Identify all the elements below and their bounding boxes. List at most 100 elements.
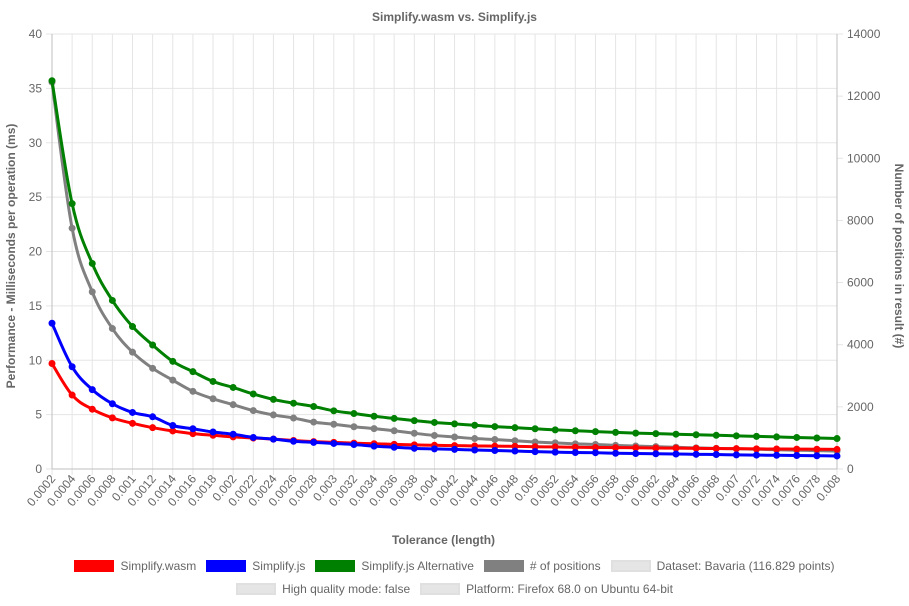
data-point-simplify-js-alternative bbox=[531, 425, 539, 433]
data-point-simplify-js-alternative bbox=[350, 410, 358, 418]
left-axis-title: Performance - Milliseconds per operation… bbox=[4, 124, 18, 389]
legend-swatch-simplify-js-alternative bbox=[315, 560, 356, 572]
y-right-tick-label: 10000 bbox=[847, 151, 881, 165]
data-point-of-positions bbox=[410, 429, 418, 437]
legend-row-1: Simplify.wasm Simplify.js Simplify.js Al… bbox=[0, 559, 909, 573]
data-point-of-positions bbox=[269, 411, 277, 419]
data-point-simplify-js bbox=[732, 451, 740, 459]
data-point-simplify-js-alternative bbox=[833, 435, 841, 443]
legend-item-positions[interactable]: # of positions bbox=[483, 559, 601, 573]
data-point-simplify-wasm bbox=[68, 391, 76, 399]
data-point-simplify-js-alternative bbox=[813, 434, 821, 442]
legend-swatch-high-quality bbox=[236, 583, 277, 595]
data-point-simplify-js-alternative bbox=[773, 433, 781, 441]
data-point-simplify-js bbox=[471, 446, 479, 454]
x-axis-title: Tolerance (length) bbox=[392, 533, 495, 547]
legend-swatch-dataset bbox=[610, 560, 651, 572]
data-point-of-positions bbox=[451, 433, 459, 441]
data-point-simplify-js-alternative bbox=[390, 414, 398, 422]
y-left-tick-label: 5 bbox=[35, 408, 42, 422]
y-right-tick-label: 0 bbox=[847, 462, 854, 476]
legend-item-high-quality[interactable]: High quality mode: false bbox=[236, 582, 410, 596]
data-point-simplify-wasm bbox=[632, 444, 640, 452]
data-point-simplify-js bbox=[410, 444, 418, 452]
data-point-simplify-js bbox=[48, 319, 56, 327]
data-point-of-positions bbox=[149, 364, 157, 372]
data-point-simplify-wasm bbox=[652, 444, 660, 452]
data-point-simplify-js bbox=[551, 448, 559, 456]
data-point-simplify-js-alternative bbox=[672, 430, 680, 438]
data-point-of-positions bbox=[249, 407, 257, 415]
data-point-simplify-js-alternative bbox=[189, 368, 197, 376]
y-left-tick-label: 40 bbox=[29, 27, 43, 41]
data-point-simplify-wasm bbox=[732, 445, 740, 453]
data-point-simplify-js-alternative bbox=[269, 395, 277, 403]
y-right-tick-label: 6000 bbox=[847, 276, 874, 290]
data-point-simplify-js-alternative bbox=[330, 407, 338, 415]
data-point-simplify-js bbox=[310, 438, 318, 446]
data-point-simplify-js-alternative bbox=[249, 390, 257, 398]
data-point-simplify-wasm bbox=[149, 424, 157, 432]
y-left-tick-label: 15 bbox=[29, 299, 43, 313]
series-line-simplify-js bbox=[50, 322, 838, 458]
data-point-simplify-js bbox=[591, 449, 599, 457]
data-point-simplify-js bbox=[773, 451, 781, 459]
y-left-tick-label: 20 bbox=[29, 245, 43, 259]
legend-item-simplify-js[interactable]: Simplify.js bbox=[206, 559, 305, 573]
data-point-simplify-js-alternative bbox=[430, 418, 438, 426]
data-point-of-positions bbox=[68, 224, 76, 232]
data-point-simplify-wasm bbox=[692, 444, 700, 452]
data-point-simplify-js-alternative bbox=[571, 427, 579, 435]
data-point-of-positions bbox=[108, 325, 116, 333]
data-point-of-positions bbox=[430, 431, 438, 439]
y-left-tick-label: 30 bbox=[29, 136, 43, 150]
data-point-of-positions bbox=[189, 387, 197, 395]
data-point-simplify-wasm bbox=[712, 445, 720, 453]
data-point-simplify-js bbox=[390, 443, 398, 451]
data-point-simplify-js-alternative bbox=[88, 259, 96, 267]
data-point-simplify-wasm bbox=[773, 445, 781, 453]
data-point-simplify-js bbox=[269, 435, 277, 443]
y-left-tick-label: 10 bbox=[29, 353, 43, 367]
legend-label-dataset: Dataset: Bavaria (116.829 points) bbox=[656, 559, 835, 573]
data-point-simplify-js-alternative bbox=[451, 420, 459, 428]
data-point-simplify-js bbox=[491, 447, 499, 455]
data-point-simplify-js bbox=[612, 449, 620, 457]
data-point-of-positions bbox=[290, 414, 298, 422]
legend-swatch-simplify-wasm bbox=[74, 560, 115, 572]
chart-canvas: Simplify.wasm vs. Simplify.js 0.00020.00… bbox=[4, 10, 906, 547]
data-point-simplify-wasm bbox=[612, 444, 620, 452]
data-point-simplify-js-alternative bbox=[591, 428, 599, 436]
data-point-simplify-wasm bbox=[48, 360, 56, 368]
data-point-simplify-wasm bbox=[672, 444, 680, 452]
data-point-simplify-js bbox=[129, 408, 137, 416]
data-point-simplify-js-alternative bbox=[410, 417, 418, 425]
data-point-of-positions bbox=[88, 288, 96, 296]
data-point-simplify-js bbox=[511, 447, 519, 455]
data-point-of-positions bbox=[370, 425, 378, 433]
data-point-simplify-js bbox=[88, 386, 96, 394]
legend-item-simplify-wasm[interactable]: Simplify.wasm bbox=[74, 559, 196, 573]
legend-item-platform[interactable]: Platform: Firefox 68.0 on Ubuntu 64-bit bbox=[420, 582, 673, 596]
data-point-simplify-js-alternative bbox=[169, 357, 177, 365]
data-point-simplify-js bbox=[68, 363, 76, 371]
data-point-simplify-js-alternative bbox=[48, 77, 56, 85]
data-point-simplify-wasm bbox=[752, 445, 760, 453]
data-point-simplify-js-alternative bbox=[793, 433, 801, 441]
data-point-simplify-js-alternative bbox=[712, 431, 720, 439]
data-point-simplify-wasm bbox=[88, 405, 96, 413]
data-point-simplify-js bbox=[370, 442, 378, 450]
data-point-simplify-js bbox=[451, 445, 459, 453]
data-point-of-positions bbox=[390, 427, 398, 435]
data-point-simplify-js bbox=[571, 448, 579, 456]
data-point-simplify-js bbox=[108, 400, 116, 408]
data-point-simplify-js bbox=[833, 452, 841, 460]
data-point-simplify-js-alternative bbox=[68, 200, 76, 208]
data-point-simplify-js bbox=[430, 445, 438, 453]
y-right-tick-label: 2000 bbox=[847, 400, 874, 414]
legend-item-dataset[interactable]: Dataset: Bavaria (116.829 points) bbox=[610, 559, 835, 573]
legend-item-simplify-js-alternative[interactable]: Simplify.js Alternative bbox=[315, 559, 474, 573]
data-point-of-positions bbox=[129, 348, 137, 356]
data-point-of-positions bbox=[310, 418, 318, 426]
data-point-simplify-wasm bbox=[793, 445, 801, 453]
